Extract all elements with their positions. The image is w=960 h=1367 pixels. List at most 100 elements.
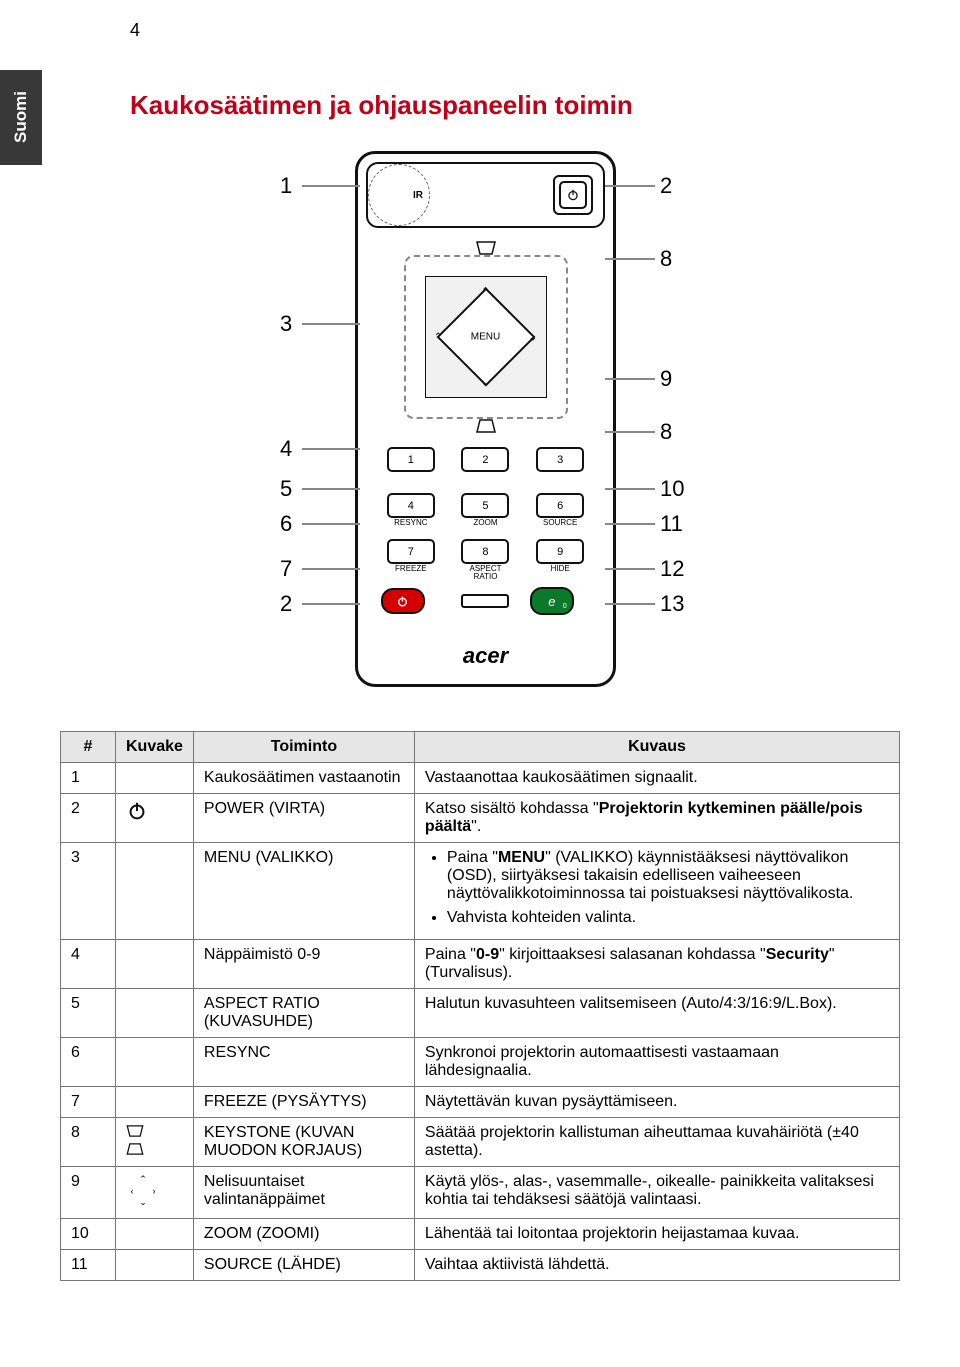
keypad: 1234RESYNC5ZOOM6SOURCE7FREEZE8ASPECTRATI… [381, 447, 591, 581]
cell-func: ASPECT RATIO (KUVASUHDE) [193, 989, 414, 1038]
bullet: Paina "MENU" (VALIKKO) käynnistääksesi n… [447, 849, 889, 903]
cell-func: SOURCE (LÄHDE) [193, 1250, 414, 1281]
arrow-left-icon: ⌃ [434, 331, 443, 344]
key-label: ZOOM [473, 519, 497, 535]
cell-desc: Synkronoi projektorin automaattisesti va… [414, 1038, 899, 1087]
e-button[interactable]: e 0 [530, 587, 574, 615]
numkey-3[interactable]: 3 [536, 447, 584, 472]
cell-icon [116, 843, 194, 940]
section-title: Kaukosäätimen ja ohjauspaneelin toimin [130, 90, 900, 121]
numkey-2[interactable]: 2 [461, 447, 509, 472]
th-icon: Kuvake [116, 732, 194, 763]
callout-label: 4 [280, 436, 292, 462]
callout-label: 3 [280, 311, 292, 337]
numkey-6[interactable]: 6 [536, 493, 584, 518]
arrow-up-icon: ⌃ [481, 285, 490, 298]
table-row: 9⌃⌄‹›Nelisuuntaiset valintanäppäimetKäyt… [61, 1167, 900, 1219]
callout-label: 2 [660, 173, 672, 199]
key-slot: 8ASPECTRATIO [455, 539, 516, 581]
brand-logo: acer [358, 643, 613, 669]
cell-icon [116, 763, 194, 794]
cell-desc: Vaihtaa aktiivistä lähdettä. [414, 1250, 899, 1281]
key-label: SOURCE [543, 519, 577, 535]
callout-line [605, 431, 655, 433]
cell-func: FREEZE (PYSÄYTYS) [193, 1087, 414, 1118]
table-row: 3 MENU (VALIKKO) Paina "MENU" (VALIKKO) kä… [61, 843, 900, 940]
remote-figure: IR MENU ⌃ ⌄ ⌃ ⌄ 1234R [220, 141, 740, 701]
svg-text:⌄: ⌄ [139, 1197, 147, 1207]
dpad[interactable]: MENU ⌃ ⌄ ⌃ ⌄ [425, 276, 547, 398]
power-icon [126, 800, 148, 822]
cell-func: Nelisuuntaiset valintanäppäimet [193, 1167, 414, 1219]
cell-num: 5 [61, 989, 116, 1038]
ir-dashed-circle [368, 164, 430, 226]
cell-icon [116, 1250, 194, 1281]
e-label: e [548, 594, 555, 609]
table-row: 11 SOURCE (LÄHDE)Vaihtaa aktiivistä lähde… [61, 1250, 900, 1281]
cell-num: 7 [61, 1087, 116, 1118]
cell-desc: Paina "MENU" (VALIKKO) käynnistääksesi n… [414, 843, 899, 940]
cell-num: 2 [61, 794, 116, 843]
cell-desc: Käytä ylös-, alas-, vasemmalle-, oikeall… [414, 1167, 899, 1219]
cell-desc: Katso sisältö kohdassa "Projektorin kytk… [414, 794, 899, 843]
svg-text:›: › [153, 1186, 156, 1196]
numkey-8[interactable]: 8 [461, 539, 509, 564]
key-slot: 5ZOOM [455, 493, 516, 535]
key-slot: 6SOURCE [530, 493, 591, 535]
callout-line [302, 488, 360, 490]
callout-line [605, 603, 655, 605]
cell-func: ZOOM (ZOOMI) [193, 1219, 414, 1250]
callout-line [605, 568, 655, 570]
cell-icon [116, 794, 194, 843]
cell-func: Näppäimistö 0-9 [193, 940, 414, 989]
callout-line [302, 448, 360, 450]
cell-icon [116, 989, 194, 1038]
e-sub: 0 [563, 603, 567, 610]
cell-icon [116, 1118, 194, 1167]
cell-num: 10 [61, 1219, 116, 1250]
numkey-1[interactable]: 1 [387, 447, 435, 472]
ir-window [461, 594, 509, 608]
numkey-5[interactable]: 5 [461, 493, 509, 518]
cell-num: 3 [61, 843, 116, 940]
numkey-4[interactable]: 4 [387, 493, 435, 518]
key-label: ASPECTRATIO [469, 565, 501, 581]
cell-func: Kaukosäätimen vastaanotin [193, 763, 414, 794]
callout-label: 12 [660, 556, 684, 582]
cell-desc: Halutun kuvasuhteen valitsemiseen (Auto/… [414, 989, 899, 1038]
power-button[interactable] [559, 181, 587, 209]
svg-text:⌃: ⌃ [139, 1174, 147, 1184]
table-row: 5 ASPECT RATIO (KUVASUHDE)Halutun kuvasuh… [61, 989, 900, 1038]
keystone-down-icon [476, 419, 496, 433]
keystone-icon [126, 1125, 144, 1137]
cell-icon [116, 1038, 194, 1087]
callout-label: 8 [660, 419, 672, 445]
cell-num: 1 [61, 763, 116, 794]
cell-icon: ⌃⌄‹› [116, 1167, 194, 1219]
power-button-box [553, 175, 593, 215]
callout-label: 2 [280, 591, 292, 617]
key-slot: 9HIDE [530, 539, 591, 581]
callout-label: 13 [660, 591, 684, 617]
th-num: # [61, 732, 116, 763]
callout-label: 7 [280, 556, 292, 582]
dpad-zone: MENU ⌃ ⌄ ⌃ ⌄ [404, 255, 568, 419]
power-red-button[interactable] [381, 588, 425, 614]
callout-line [302, 185, 360, 187]
cell-func: MENU (VALIKKO) [193, 843, 414, 940]
remote-body: IR MENU ⌃ ⌄ ⌃ ⌄ 1234R [355, 151, 616, 687]
cell-num: 11 [61, 1250, 116, 1281]
cell-func: RESYNC [193, 1038, 414, 1087]
table-row: 7FREEZE (PYSÄYTYS)Näytettävän kuvan pysä… [61, 1087, 900, 1118]
cell-num: 9 [61, 1167, 116, 1219]
cell-icon [116, 1087, 194, 1118]
bullet: Vahvista kohteiden valinta. [447, 909, 889, 927]
table-row: 6 RESYNCSynkronoi projektorin automaattis… [61, 1038, 900, 1087]
numkey-7[interactable]: 7 [387, 539, 435, 564]
th-desc: Kuvaus [414, 732, 899, 763]
callout-line [605, 488, 655, 490]
cell-num: 6 [61, 1038, 116, 1087]
table-row: 10ZOOM (ZOOMI)Lähentää tai loitontaa pro… [61, 1219, 900, 1250]
numkey-9[interactable]: 9 [536, 539, 584, 564]
cell-icon [116, 940, 194, 989]
